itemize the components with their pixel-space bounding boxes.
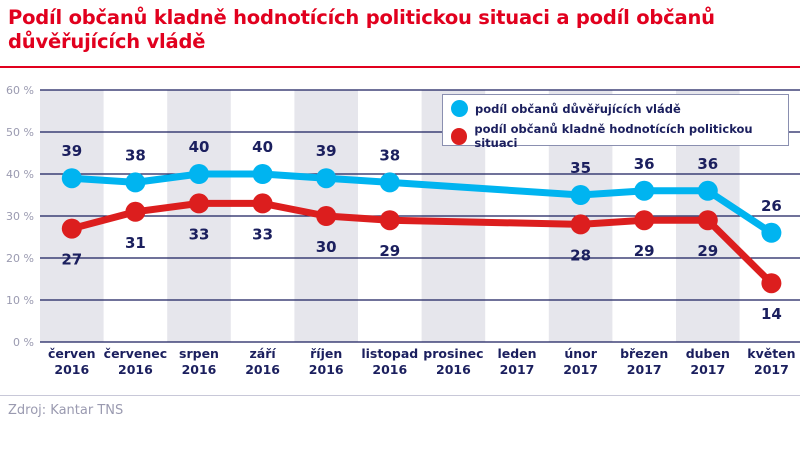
legend-marker-icon xyxy=(451,127,468,145)
x-tick-label: červen xyxy=(48,346,96,361)
y-tick-label: 40 % xyxy=(6,168,34,181)
source-divider xyxy=(0,395,800,396)
x-tick-year: 2016 xyxy=(436,362,471,377)
legend: podíl občanů důvěřujících vládě podíl ob… xyxy=(442,94,789,150)
title-divider xyxy=(0,66,800,68)
x-tick-year: 2017 xyxy=(627,362,662,377)
data-point xyxy=(125,172,146,193)
y-tick-label: 50 % xyxy=(6,126,34,139)
data-label: 36 xyxy=(697,155,718,173)
x-tick-year: 2016 xyxy=(372,362,407,377)
data-label: 35 xyxy=(570,159,591,177)
source-note: Zdroj: Kantar TNS xyxy=(8,403,124,418)
data-point xyxy=(379,172,400,193)
x-tick-year: 2017 xyxy=(690,362,725,377)
data-label: 33 xyxy=(252,225,273,243)
x-tick-label: říjen xyxy=(310,346,342,361)
x-tick-year: 2016 xyxy=(309,362,344,377)
x-tick-label: květen xyxy=(747,346,795,361)
data-point xyxy=(189,193,209,214)
data-label: 27 xyxy=(61,251,82,269)
data-point xyxy=(570,185,591,205)
data-point xyxy=(61,168,82,189)
legend-item-vlada: podíl občanů důvěřujících vládě xyxy=(451,100,681,117)
series-line xyxy=(71,170,774,236)
data-point xyxy=(634,180,655,201)
data-label: 39 xyxy=(316,142,337,160)
data-point xyxy=(316,168,337,189)
x-tick-label: červenec xyxy=(104,346,167,361)
data-point xyxy=(252,164,273,184)
data-point xyxy=(761,273,782,294)
series-line xyxy=(70,199,774,286)
data-point xyxy=(761,222,782,243)
data-label: 26 xyxy=(761,197,782,215)
y-tick-label: 10 % xyxy=(6,294,34,307)
x-tick-label: únor xyxy=(564,346,597,361)
data-point xyxy=(316,206,337,226)
legend-item-situace: podíl občanů kladně hodnotících politick… xyxy=(451,122,788,150)
x-tick-label: leden xyxy=(497,346,536,361)
chart-title: Podíl občanů kladně hodnotících politick… xyxy=(8,6,715,53)
x-tick-year: 2016 xyxy=(182,362,217,377)
data-label: 28 xyxy=(570,246,591,264)
data-point xyxy=(61,218,82,239)
data-point xyxy=(379,210,400,231)
data-label: 40 xyxy=(252,138,273,156)
data-label: 38 xyxy=(125,146,146,164)
x-tick-year: 2017 xyxy=(500,362,535,377)
legend-label: podíl občanů kladně hodnotících politick… xyxy=(474,122,753,150)
data-label: 38 xyxy=(379,146,400,164)
data-label: 33 xyxy=(189,225,210,243)
data-label: 29 xyxy=(379,242,400,260)
data-point xyxy=(697,180,718,201)
x-tick-label: duben xyxy=(686,346,730,361)
data-point xyxy=(252,193,273,214)
x-tick-label: prosinec xyxy=(423,346,483,361)
data-label: 39 xyxy=(61,142,82,160)
x-tick-year: 2016 xyxy=(118,362,153,377)
data-label: 40 xyxy=(189,138,210,156)
x-tick-year: 2017 xyxy=(754,362,789,377)
y-tick-label: 30 % xyxy=(6,210,34,223)
y-tick-label: 60 % xyxy=(6,84,34,97)
data-point xyxy=(570,214,591,235)
data-label: 29 xyxy=(634,242,655,260)
data-label: 31 xyxy=(125,234,146,252)
x-tick-year: 2016 xyxy=(54,362,89,377)
x-tick-label: září xyxy=(250,346,277,361)
data-label: 36 xyxy=(634,155,655,173)
data-point xyxy=(697,210,718,231)
legend-marker-icon xyxy=(451,100,468,117)
data-point xyxy=(634,210,655,231)
data-point xyxy=(125,201,146,222)
data-label: 14 xyxy=(761,305,782,323)
data-point xyxy=(189,164,209,184)
y-tick-label: 0 % xyxy=(13,336,34,349)
x-tick-year: 2016 xyxy=(245,362,280,377)
y-tick-label: 20 % xyxy=(6,252,34,265)
x-tick-year: 2017 xyxy=(563,362,598,377)
data-label: 29 xyxy=(697,242,718,260)
legend-label: podíl občanů důvěřujících vládě xyxy=(475,101,681,116)
data-label: 30 xyxy=(316,238,337,256)
x-tick-label: srpen xyxy=(179,346,219,361)
x-tick-label: březen xyxy=(620,346,668,361)
x-tick-label: listopad xyxy=(361,346,418,361)
